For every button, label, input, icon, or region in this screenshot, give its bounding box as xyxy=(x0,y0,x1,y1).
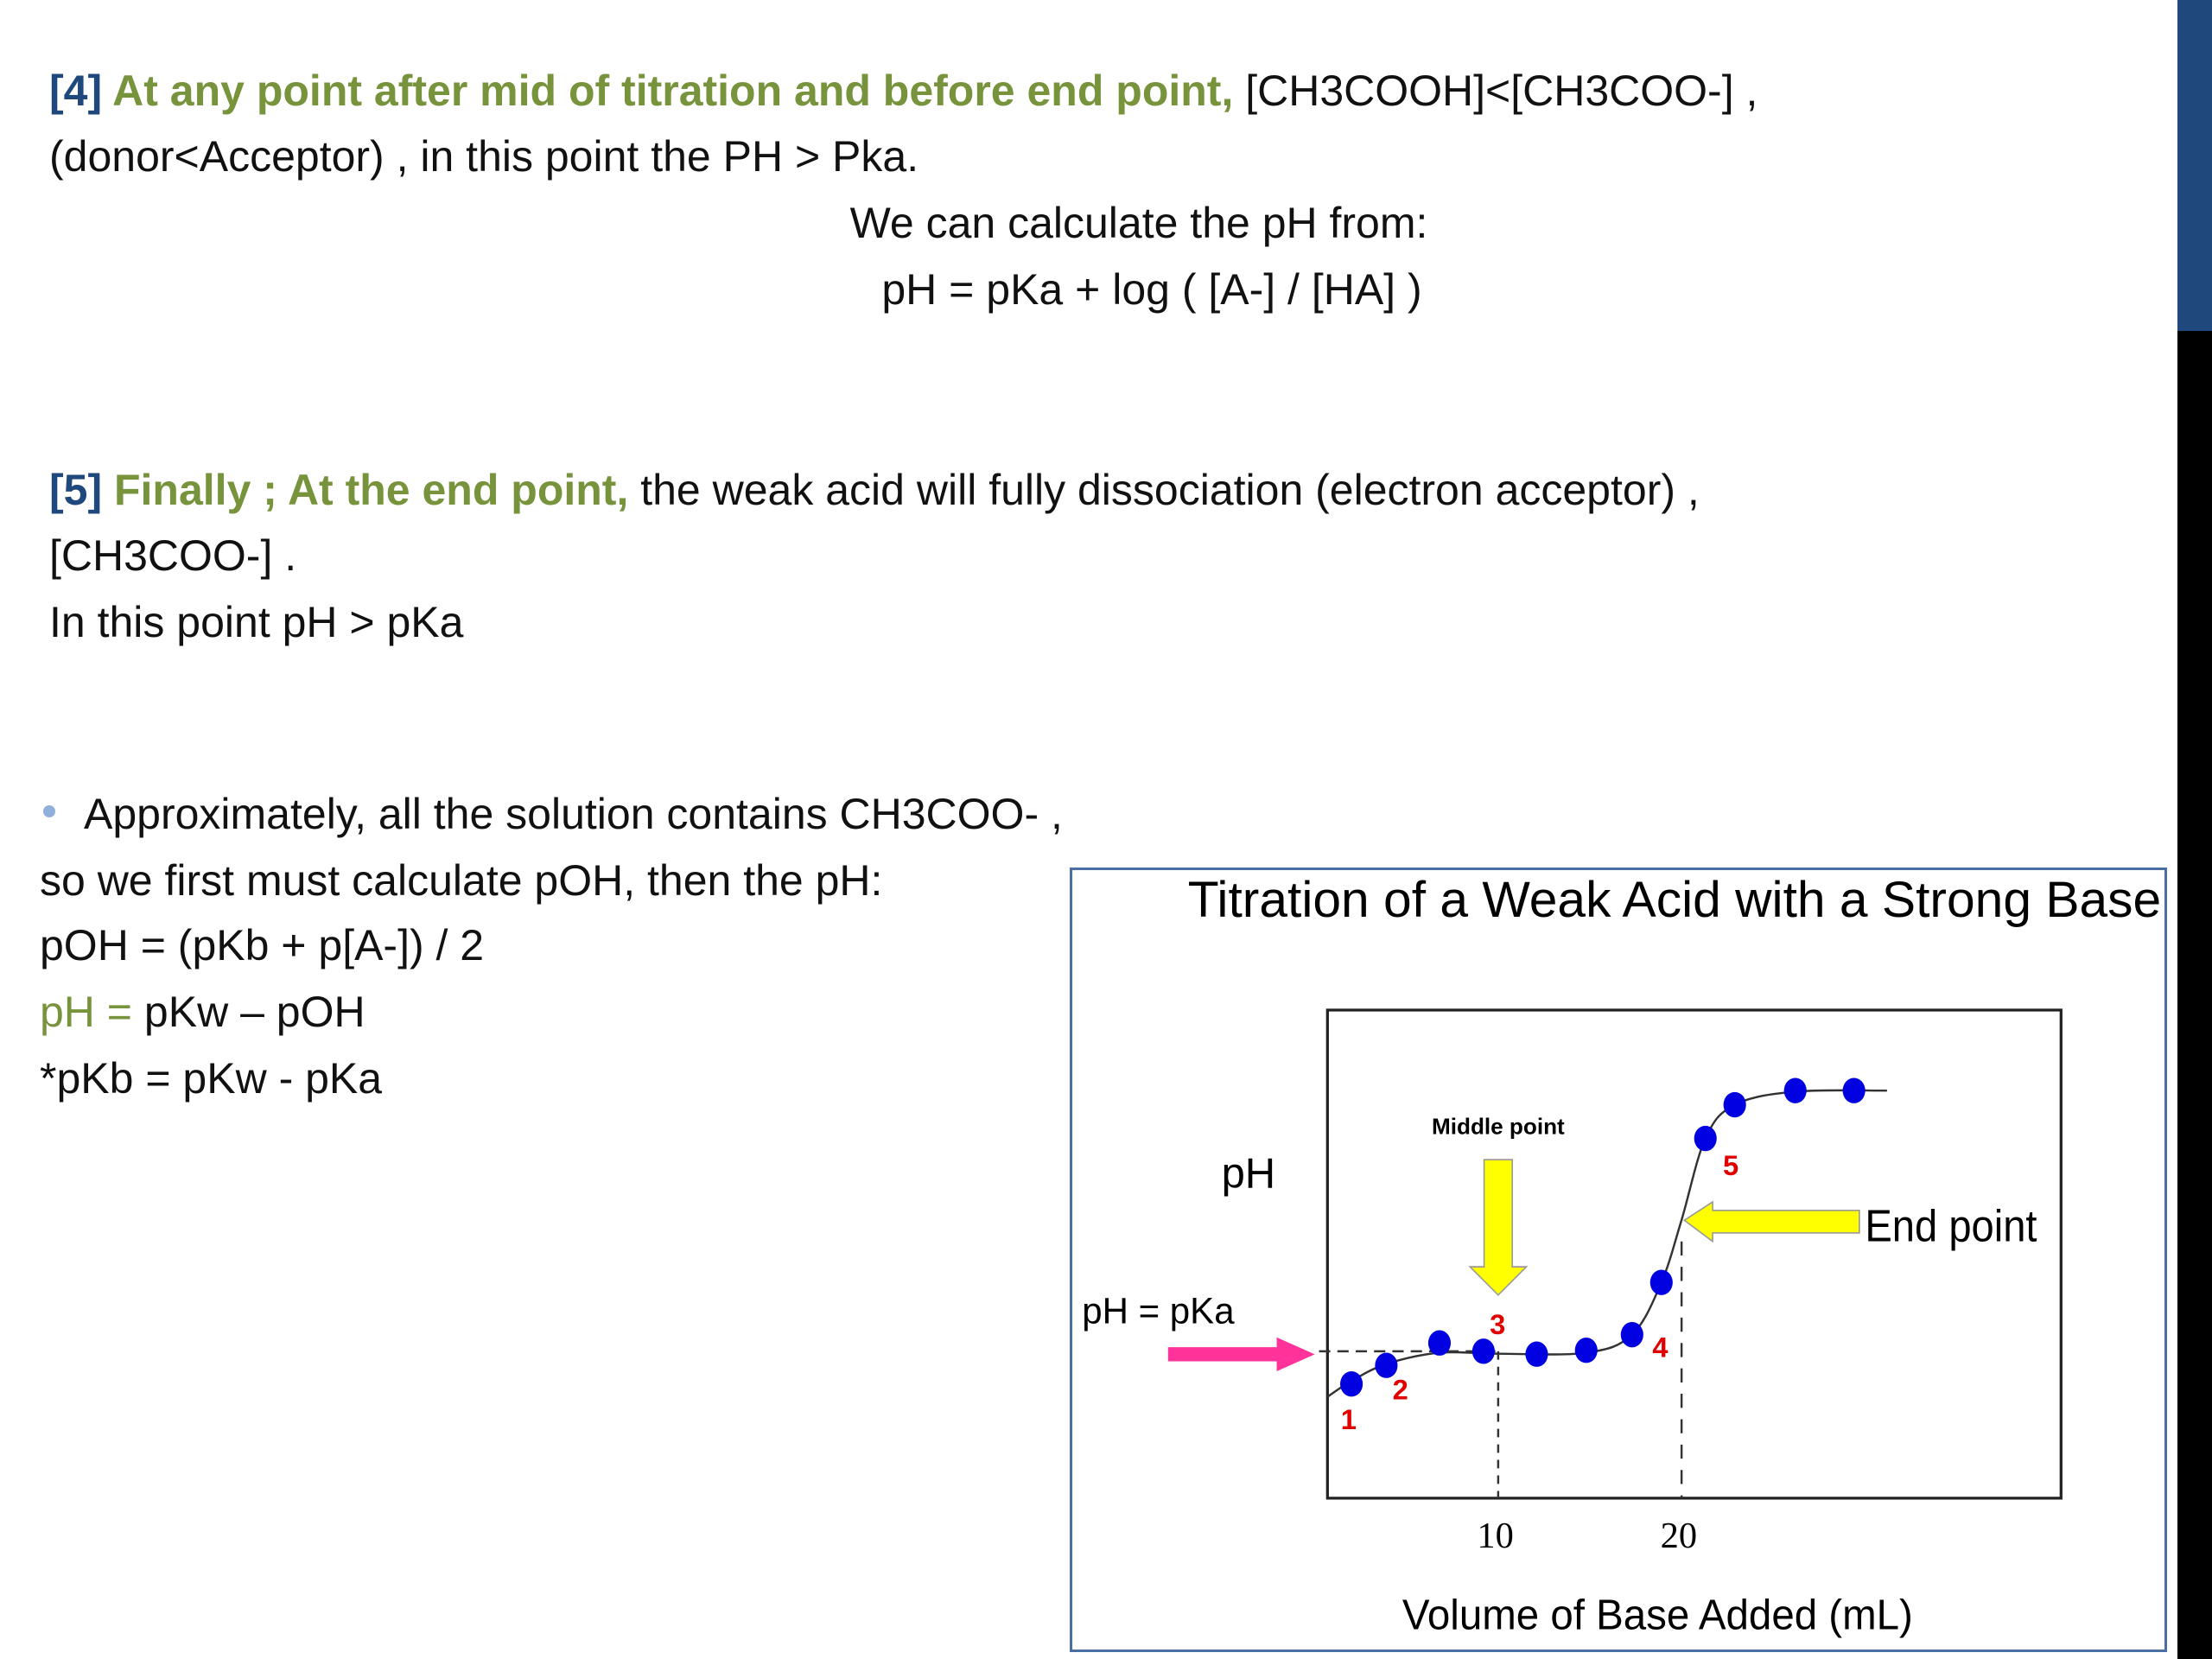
section4-formula: pH = pKa + log ( [A-] / [HA] ) xyxy=(881,265,1422,314)
section4-calc: We can calculate the pH from: xyxy=(849,199,1428,247)
bullet-line4-rest: pKw – pOH xyxy=(132,988,365,1036)
bullet-icon xyxy=(43,805,55,817)
section5-rest: the weak acid will fully dissociation (e… xyxy=(628,466,1700,514)
bullet-line2: so we first must calculate pOH, then the… xyxy=(40,856,883,905)
section4-line2: (donor<Acceptor) , in this point the PH … xyxy=(49,132,919,181)
section4-lead: At any point after mid of titration and … xyxy=(102,67,1234,115)
section5-lead: Finally ; At the end point, xyxy=(102,466,629,514)
slide-edge xyxy=(2177,331,2212,1659)
section5-line2: [CH3COO-] . xyxy=(49,531,297,580)
bullet-line1: Approximately, all the solution contains… xyxy=(84,790,1063,838)
ph-label-green: pH = xyxy=(40,988,133,1036)
section4-rest: [CH3COOH]<[CH3COO-] , xyxy=(1233,67,1758,115)
bullet-line4: pH = pKw – pOH xyxy=(40,990,365,1033)
section5-heading: [5] Finally ; At the end point, the weak… xyxy=(49,468,1700,512)
section4-heading: [4] At any point after mid of titration … xyxy=(49,69,1758,112)
section5-number: [5] xyxy=(49,466,103,514)
bullet-line3: pOH = (pKb + p[A-]) / 2 xyxy=(40,921,485,969)
bullet-line5: *pKb = pKw - pKa xyxy=(40,1054,383,1103)
slide-accent-bar xyxy=(2177,0,2212,331)
chart-frame xyxy=(1070,868,2167,1652)
section5-line3: In this point pH > pKa xyxy=(49,598,464,646)
section4-number: [4] xyxy=(49,67,103,115)
